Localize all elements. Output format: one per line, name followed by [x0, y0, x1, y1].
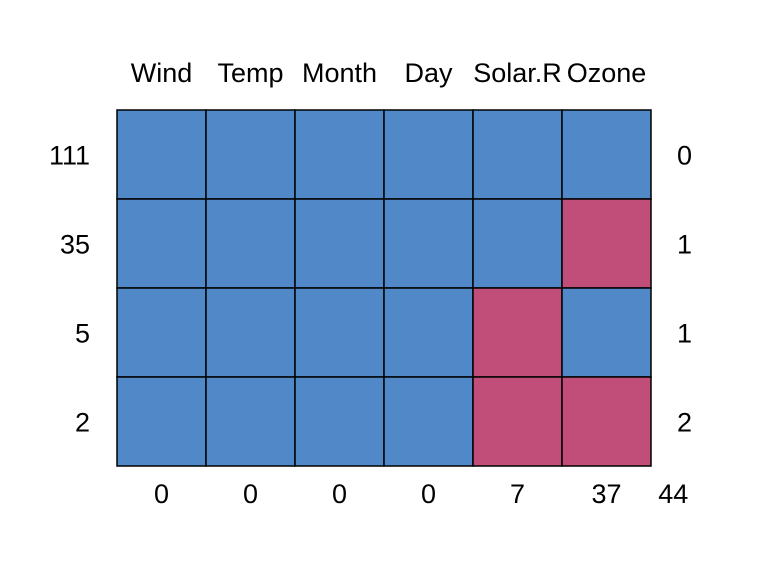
column-missing-count-labels: 0 0 0 0 7 37 — [154, 479, 622, 509]
row-missing-total-labels: 0 1 1 2 — [677, 141, 692, 438]
pattern-cell — [472, 376, 563, 467]
pattern-cell — [383, 109, 474, 200]
pattern-cell — [205, 109, 296, 200]
pattern-cell — [116, 376, 207, 467]
column-missing-count-label: 0 — [154, 479, 169, 509]
column-missing-count-label: 7 — [510, 479, 525, 509]
pattern-cell — [472, 109, 563, 200]
pattern-cell — [472, 198, 563, 289]
row-count-label: 5 — [75, 319, 90, 349]
pattern-cell — [561, 109, 652, 200]
column-label: Wind — [131, 58, 193, 88]
column-missing-count-label: 0 — [421, 479, 436, 509]
column-missing-count-label: 0 — [332, 479, 347, 509]
pattern-cell — [561, 198, 652, 289]
pattern-cell — [116, 198, 207, 289]
row-missing-total-label: 2 — [677, 408, 692, 438]
column-label: Ozone — [567, 58, 647, 88]
pattern-cell — [383, 376, 474, 467]
column-missing-count-label: 0 — [243, 479, 258, 509]
row-count-labels: 111 35 5 2 — [49, 141, 90, 438]
pattern-cell — [205, 198, 296, 289]
column-label: Month — [302, 58, 377, 88]
pattern-cell — [383, 198, 474, 289]
pattern-cell — [294, 198, 385, 289]
row-missing-total-label: 0 — [677, 141, 692, 171]
pattern-cell — [294, 109, 385, 200]
pattern-cell — [294, 287, 385, 378]
column-label: Temp — [217, 58, 283, 88]
column-missing-count-label: 37 — [591, 479, 621, 509]
pattern-cell — [205, 376, 296, 467]
pattern-cell — [561, 287, 652, 378]
pattern-cell — [294, 376, 385, 467]
pattern-cell — [472, 287, 563, 378]
column-label: Day — [404, 58, 453, 88]
total-missing-label: 44 — [658, 479, 688, 509]
pattern-cell — [116, 109, 207, 200]
column-labels: Wind Temp Month Day Solar.R Ozone — [131, 58, 647, 88]
row-count-label: 111 — [49, 141, 90, 171]
pattern-cell — [116, 287, 207, 378]
pattern-cell — [383, 287, 474, 378]
column-label: Solar.R — [473, 58, 562, 88]
row-missing-total-label: 1 — [677, 230, 692, 260]
pattern-cell — [561, 376, 652, 467]
row-count-label: 2 — [75, 408, 90, 438]
cells-layer — [116, 109, 652, 467]
row-count-label: 35 — [60, 230, 90, 260]
pattern-cell — [205, 287, 296, 378]
row-missing-total-label: 1 — [677, 319, 692, 349]
